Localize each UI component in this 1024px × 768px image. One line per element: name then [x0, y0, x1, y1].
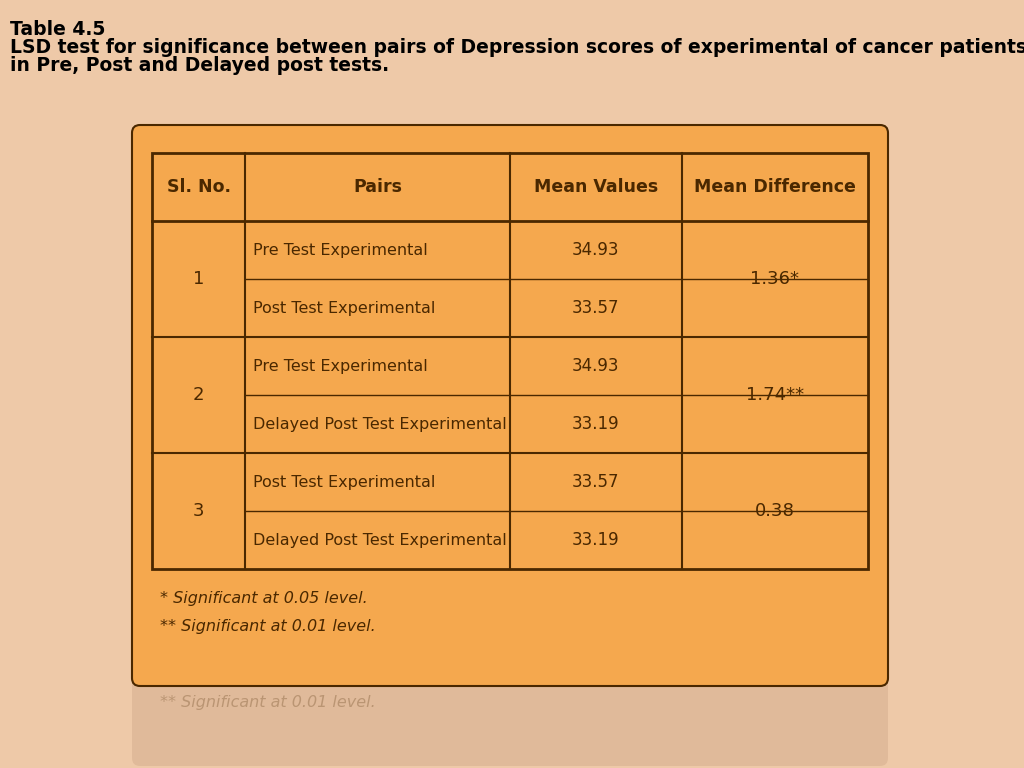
Text: Mean Difference: Mean Difference: [694, 178, 856, 196]
Text: 33.57: 33.57: [572, 299, 620, 317]
Text: 1.36*: 1.36*: [751, 270, 800, 288]
Text: ** Significant at 0.01 level.: ** Significant at 0.01 level.: [160, 696, 376, 710]
Text: Sl. No.: Sl. No.: [167, 178, 230, 196]
Text: Mean Values: Mean Values: [534, 178, 658, 196]
Text: 33.19: 33.19: [572, 531, 620, 549]
Text: Pre Test Experimental: Pre Test Experimental: [253, 243, 428, 257]
Text: 3: 3: [193, 502, 205, 520]
Text: Post Test Experimental: Post Test Experimental: [253, 300, 435, 316]
Text: 33.19: 33.19: [572, 415, 620, 433]
Text: 2: 2: [193, 386, 205, 404]
Text: Pairs: Pairs: [353, 178, 402, 196]
FancyBboxPatch shape: [132, 670, 888, 766]
Text: Table 4.5: Table 4.5: [10, 20, 105, 39]
Text: LSD test for significance between pairs of Depression scores of experimental of : LSD test for significance between pairs …: [10, 38, 1024, 57]
Text: in Pre, Post and Delayed post tests.: in Pre, Post and Delayed post tests.: [10, 56, 389, 75]
Text: 1.74**: 1.74**: [745, 386, 804, 404]
Text: 0.38: 0.38: [755, 502, 795, 520]
Text: ** Significant at 0.01 level.: ** Significant at 0.01 level.: [160, 620, 376, 634]
Text: Post Test Experimental: Post Test Experimental: [253, 475, 435, 489]
Text: Pre Test Experimental: Pre Test Experimental: [253, 359, 428, 373]
Text: 1: 1: [193, 270, 204, 288]
Text: 34.93: 34.93: [572, 241, 620, 259]
Text: * Significant at 0.05 level.: * Significant at 0.05 level.: [160, 591, 368, 607]
Bar: [152, 153, 868, 221]
Text: Delayed Post Test Experimental: Delayed Post Test Experimental: [253, 532, 507, 548]
FancyBboxPatch shape: [132, 125, 888, 686]
Text: 33.57: 33.57: [572, 473, 620, 491]
Text: 34.93: 34.93: [572, 357, 620, 375]
Bar: [152, 153, 868, 569]
Text: Delayed Post Test Experimental: Delayed Post Test Experimental: [253, 416, 507, 432]
